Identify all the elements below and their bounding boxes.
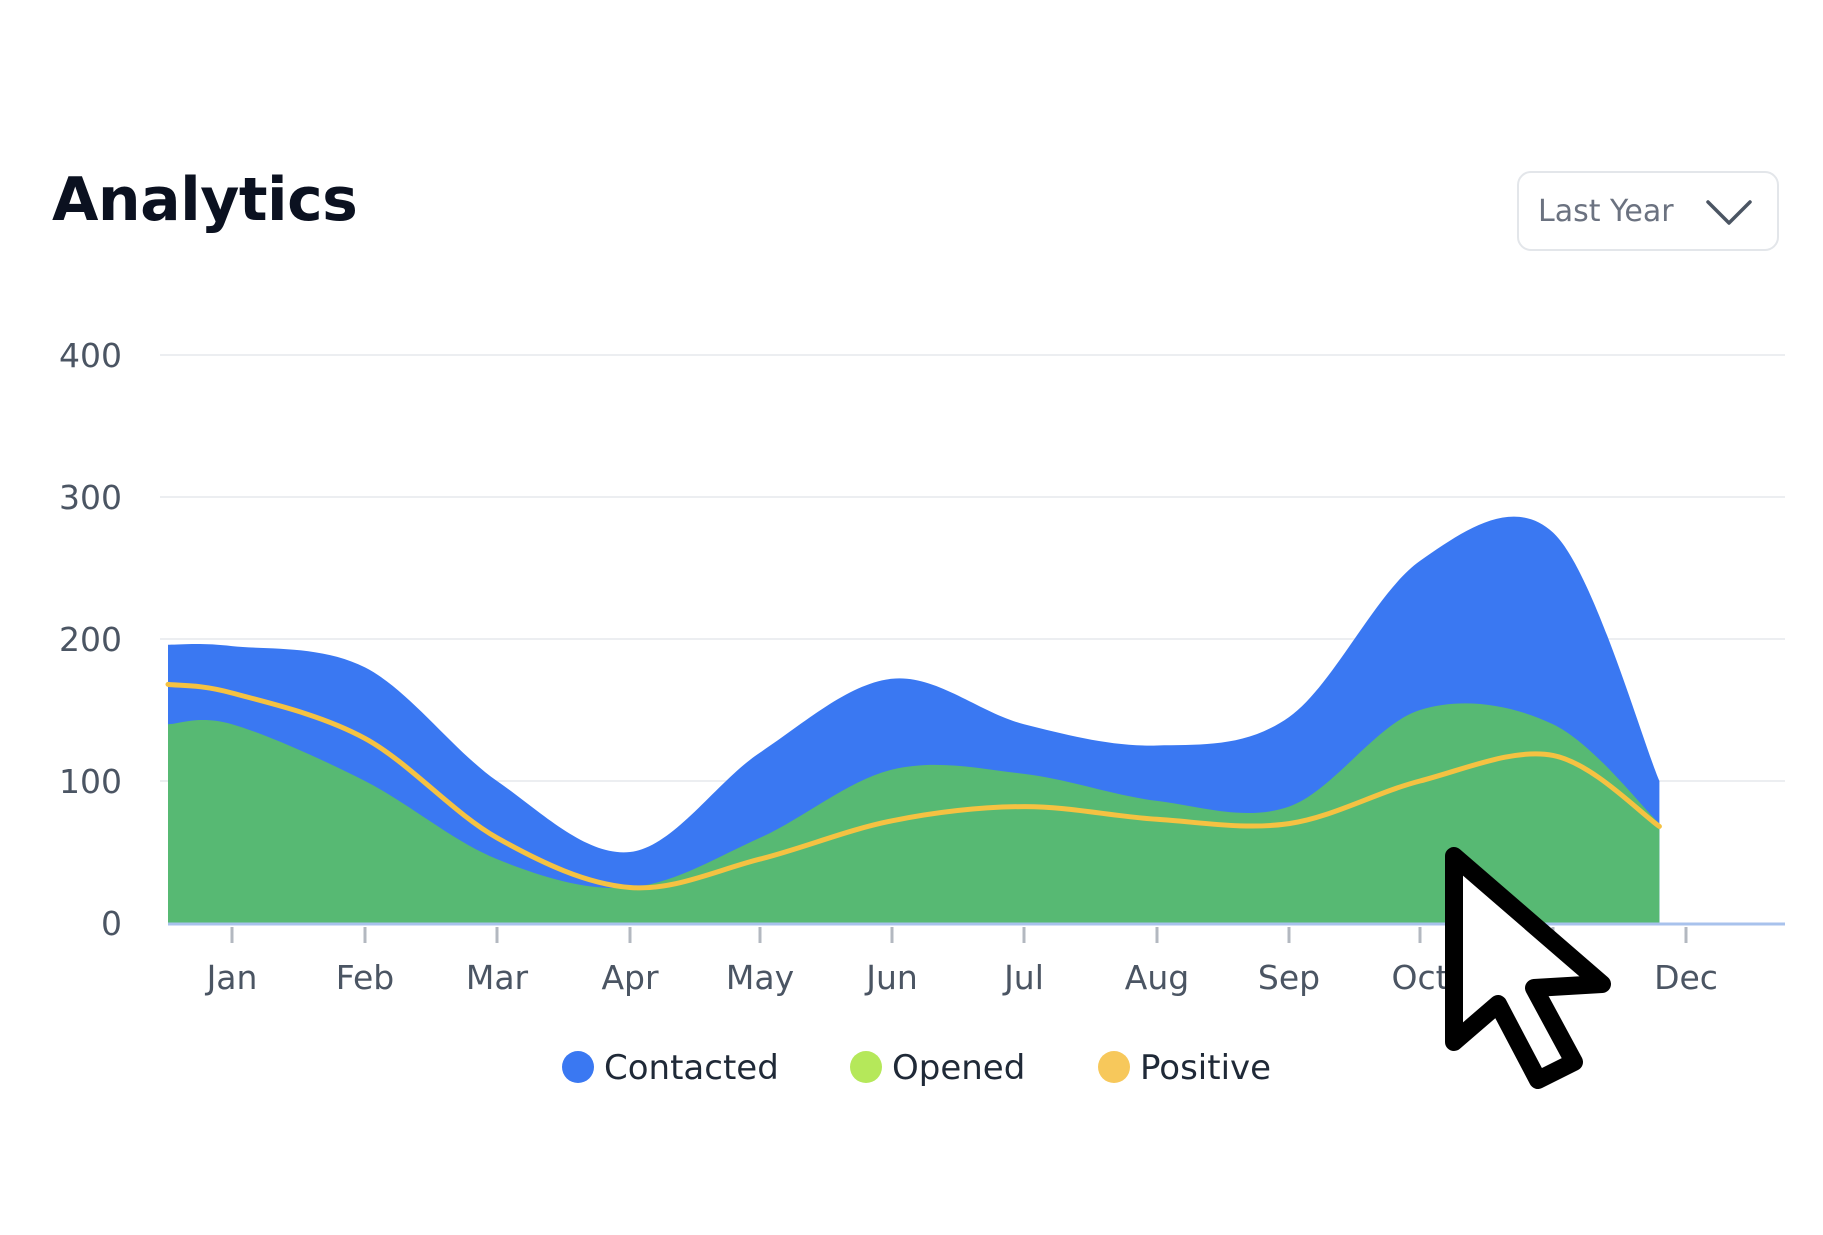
page-title: Analytics: [52, 165, 358, 235]
x-tick-label-dec: Dec: [1654, 958, 1718, 997]
chevron-down-icon: [1706, 200, 1752, 225]
area-opened: [168, 703, 1660, 923]
x-tick-label-feb: Feb: [336, 958, 394, 997]
x-tick-label-oct: Oct: [1391, 958, 1448, 997]
y-tick-label: 400: [59, 336, 122, 375]
y-tick-label: 300: [59, 478, 122, 517]
y-tick-label: 0: [101, 904, 122, 943]
y-tick-label: 200: [59, 620, 122, 659]
legend-label-opened: Opened: [892, 1048, 1025, 1088]
legend-marker-contacted: [562, 1051, 594, 1083]
y-tick-label: 100: [59, 762, 122, 801]
x-tick-label-may: May: [726, 958, 794, 997]
x-tick-label-apr: Apr: [601, 958, 659, 997]
period-select[interactable]: Last Year: [1517, 171, 1779, 251]
x-tick-label-aug: Aug: [1125, 958, 1189, 997]
legend-label-contacted: Contacted: [604, 1048, 779, 1088]
legend-marker-positive: [1098, 1051, 1130, 1083]
period-select-value: Last Year: [1538, 193, 1674, 229]
x-tick-label-mar: Mar: [466, 958, 529, 997]
x-tick-label-jan: Jan: [205, 958, 258, 997]
line-positive: [165, 681, 1662, 891]
legend-marker-opened: [850, 1051, 882, 1083]
legend-label-positive: Positive: [1140, 1048, 1271, 1088]
x-tick-label-sep: Sep: [1258, 958, 1320, 997]
x-tick-label-jun: Jun: [864, 958, 918, 997]
x-tick-label-nov: Nov: [1521, 958, 1585, 997]
x-tick-label-jul: Jul: [1002, 958, 1044, 997]
